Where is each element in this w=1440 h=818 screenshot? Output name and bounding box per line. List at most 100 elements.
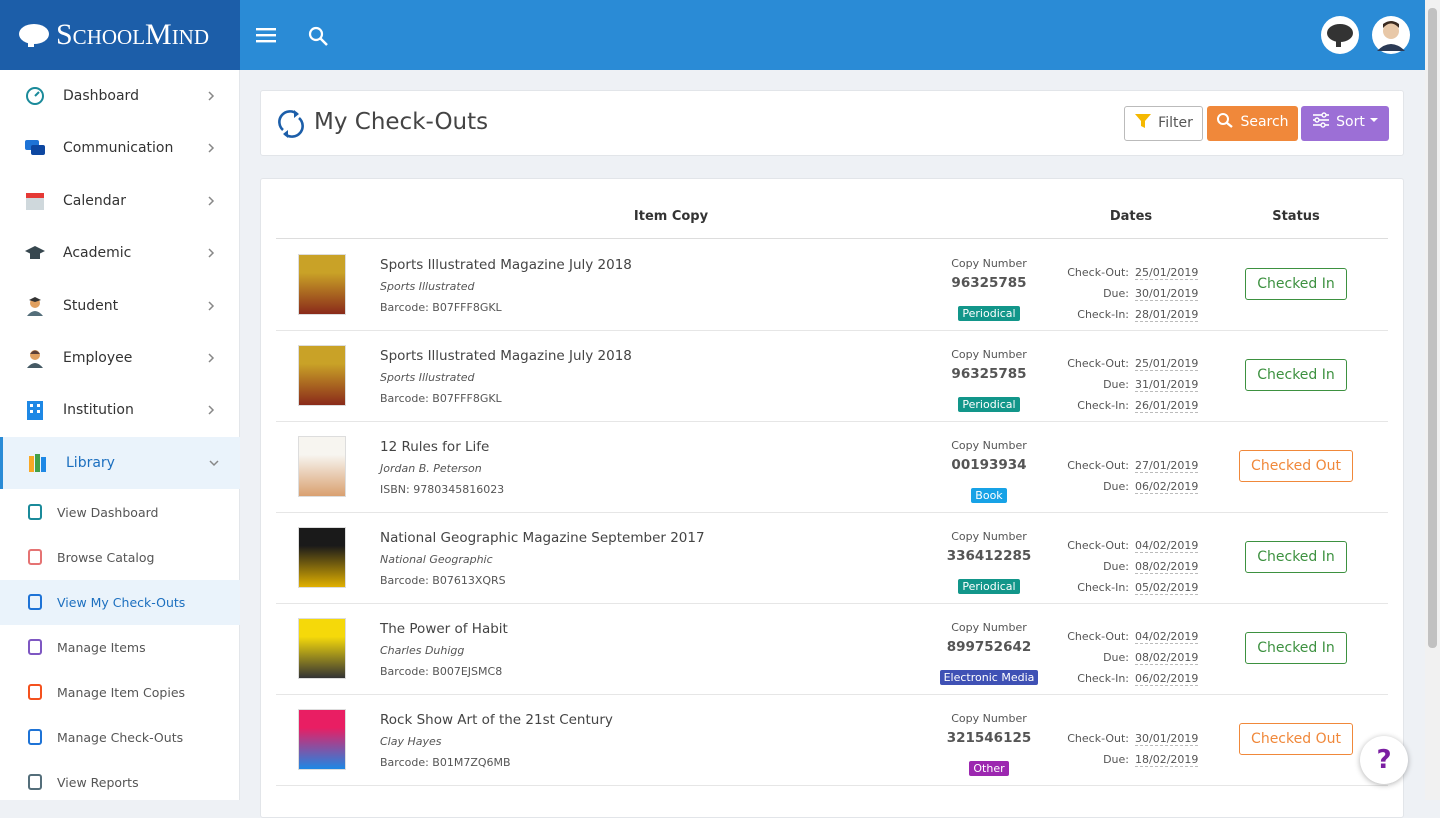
item-thumbnail[interactable] <box>298 254 346 315</box>
menu-item[interactable]: Student <box>0 280 240 332</box>
date-value: 04/02/2019 <box>1135 630 1199 644</box>
item-thumbnail[interactable] <box>298 345 346 406</box>
item-title[interactable]: 12 Rules for Life <box>380 439 490 455</box>
date-value: 27/01/2019 <box>1135 458 1199 473</box>
item-author: Sports Illustrated <box>380 280 475 293</box>
date-label: Check-Out: <box>1067 458 1129 472</box>
menu-icon <box>28 684 42 700</box>
status-button[interactable]: Checked In <box>1245 541 1347 573</box>
button-icon <box>1135 114 1152 128</box>
item-author: National Geographic <box>380 553 493 566</box>
submenu-label: View Dashboard <box>57 505 159 520</box>
toolbar-button[interactable]: Search <box>1207 106 1298 141</box>
scroll-thumb[interactable] <box>1428 8 1437 648</box>
header-divider <box>276 238 1388 239</box>
item-code: Barcode: B07FFF8GKL <box>380 392 502 405</box>
school-avatar[interactable] <box>1320 15 1360 55</box>
search-icon[interactable] <box>308 26 330 48</box>
type-badge: Electronic Media <box>939 670 1039 685</box>
item-thumbnail[interactable] <box>298 709 346 770</box>
menu-item[interactable]: Communication <box>0 122 240 174</box>
scrollbar[interactable] <box>1425 0 1440 800</box>
menu-item[interactable]: Academic <box>0 227 240 279</box>
chevron <box>208 353 215 363</box>
copy-number-label: Copy Number <box>951 257 1027 270</box>
submenu-label: View My Check-Outs <box>57 595 186 610</box>
date-value: 18/02/2019 <box>1135 752 1199 767</box>
user-avatar[interactable] <box>1371 15 1411 55</box>
menu-icon <box>25 246 45 260</box>
submenu-item[interactable]: View Dashboard <box>0 490 240 535</box>
status-button[interactable]: Checked Out <box>1239 723 1353 755</box>
status-button[interactable]: Checked Out <box>1239 450 1353 482</box>
type-badge-wrap: Periodical <box>889 575 1089 594</box>
menu-label: Communication <box>63 140 174 157</box>
submenu-item[interactable]: Manage Check-Outs <box>0 715 240 760</box>
status-button[interactable]: Checked In <box>1245 359 1347 391</box>
submenu-label: View Reports <box>57 775 139 790</box>
date-label: Check-Out: <box>1067 539 1129 552</box>
menu-item[interactable]: Calendar <box>0 175 240 227</box>
date-value: 08/02/2019 <box>1135 651 1199 665</box>
submenu-item[interactable]: Manage Items <box>0 625 240 670</box>
date-value: 04/02/2019 <box>1135 539 1199 553</box>
button-icon <box>1217 113 1234 128</box>
status-button[interactable]: Checked In <box>1245 632 1347 664</box>
button-icon <box>1313 112 1330 128</box>
menu-icon <box>25 140 45 156</box>
date-label: Check-Out: <box>1067 630 1129 643</box>
submenu-item[interactable]: View My Check-Outs <box>0 580 240 625</box>
table-card: Item Copy Dates Status Sports Illustrated M… <box>260 178 1404 818</box>
date-value: 25/01/2019 <box>1135 357 1199 371</box>
submenu-item[interactable]: Browse Catalog <box>0 535 240 580</box>
brand-logo[interactable]: SchoolMind <box>0 0 240 70</box>
menu-toggle[interactable] <box>256 26 278 44</box>
submenu-label: Manage Items <box>57 640 146 655</box>
type-badge-wrap: Periodical <box>889 393 1089 412</box>
date-label: Check-Out: <box>1067 357 1129 370</box>
menu-item[interactable]: Library <box>0 436 240 489</box>
checkout-icon <box>278 110 304 138</box>
toolbar-button[interactable]: Filter <box>1124 106 1203 141</box>
item-author: Sports Illustrated <box>380 371 475 384</box>
submenu-item[interactable]: Manage Item Copies <box>0 670 240 715</box>
menu-icon <box>28 549 42 565</box>
type-badge: Other <box>969 761 1009 776</box>
menu-item[interactable]: Dashboard <box>0 70 240 122</box>
date-value: 25/01/2019 <box>1135 266 1199 280</box>
item-thumbnail[interactable] <box>298 436 346 497</box>
type-badge-wrap: Other <box>889 757 1089 776</box>
submenu-label: Manage Item Copies <box>57 685 186 700</box>
button-label: Filter <box>1158 115 1193 131</box>
item-title[interactable]: Sports Illustrated Magazine July 2018 <box>380 257 632 273</box>
item-title[interactable]: Rock Show Art of the 21st Century <box>380 712 613 728</box>
menu-item[interactable]: Institution <box>0 384 240 436</box>
copy-number: 899752642 <box>946 639 1032 655</box>
item-thumbnail[interactable] <box>298 527 346 588</box>
menu-icon <box>26 87 44 105</box>
item-title[interactable]: The Power of Habit <box>380 621 508 637</box>
date-value: 26/01/2019 <box>1135 399 1199 413</box>
item-author: Jordan B. Peterson <box>380 462 482 475</box>
menu-icon <box>28 639 42 655</box>
table-row: Sports Illustrated Magazine July 2018 Spo… <box>276 331 1388 422</box>
item-thumbnail[interactable] <box>298 618 346 679</box>
copy-number-label: Copy Number <box>951 712 1027 725</box>
date-value: 05/02/2019 <box>1135 581 1199 595</box>
menu-icon <box>28 774 42 790</box>
status-button[interactable]: Checked In <box>1245 268 1347 300</box>
brand-name: SchoolMind <box>56 18 210 51</box>
menu-label: Library <box>66 454 115 471</box>
item-title[interactable]: Sports Illustrated Magazine July 2018 <box>380 348 632 364</box>
menu-label: Student <box>63 297 119 314</box>
item-title[interactable]: National Geographic Magazine September 2… <box>380 530 705 546</box>
toolbar-button[interactable]: Sort <box>1301 106 1389 141</box>
menu-label: Academic <box>63 245 132 262</box>
status-wrap: Checked In <box>1196 268 1396 300</box>
submenu-item[interactable]: View Reports <box>0 760 240 805</box>
menu-item[interactable]: Employee <box>0 332 240 384</box>
help-button[interactable]: ? <box>1360 736 1408 784</box>
date-value: 30/01/2019 <box>1135 731 1199 746</box>
menu-label: Dashboard <box>63 88 139 104</box>
item-author: Charles Duhigg <box>380 644 465 657</box>
